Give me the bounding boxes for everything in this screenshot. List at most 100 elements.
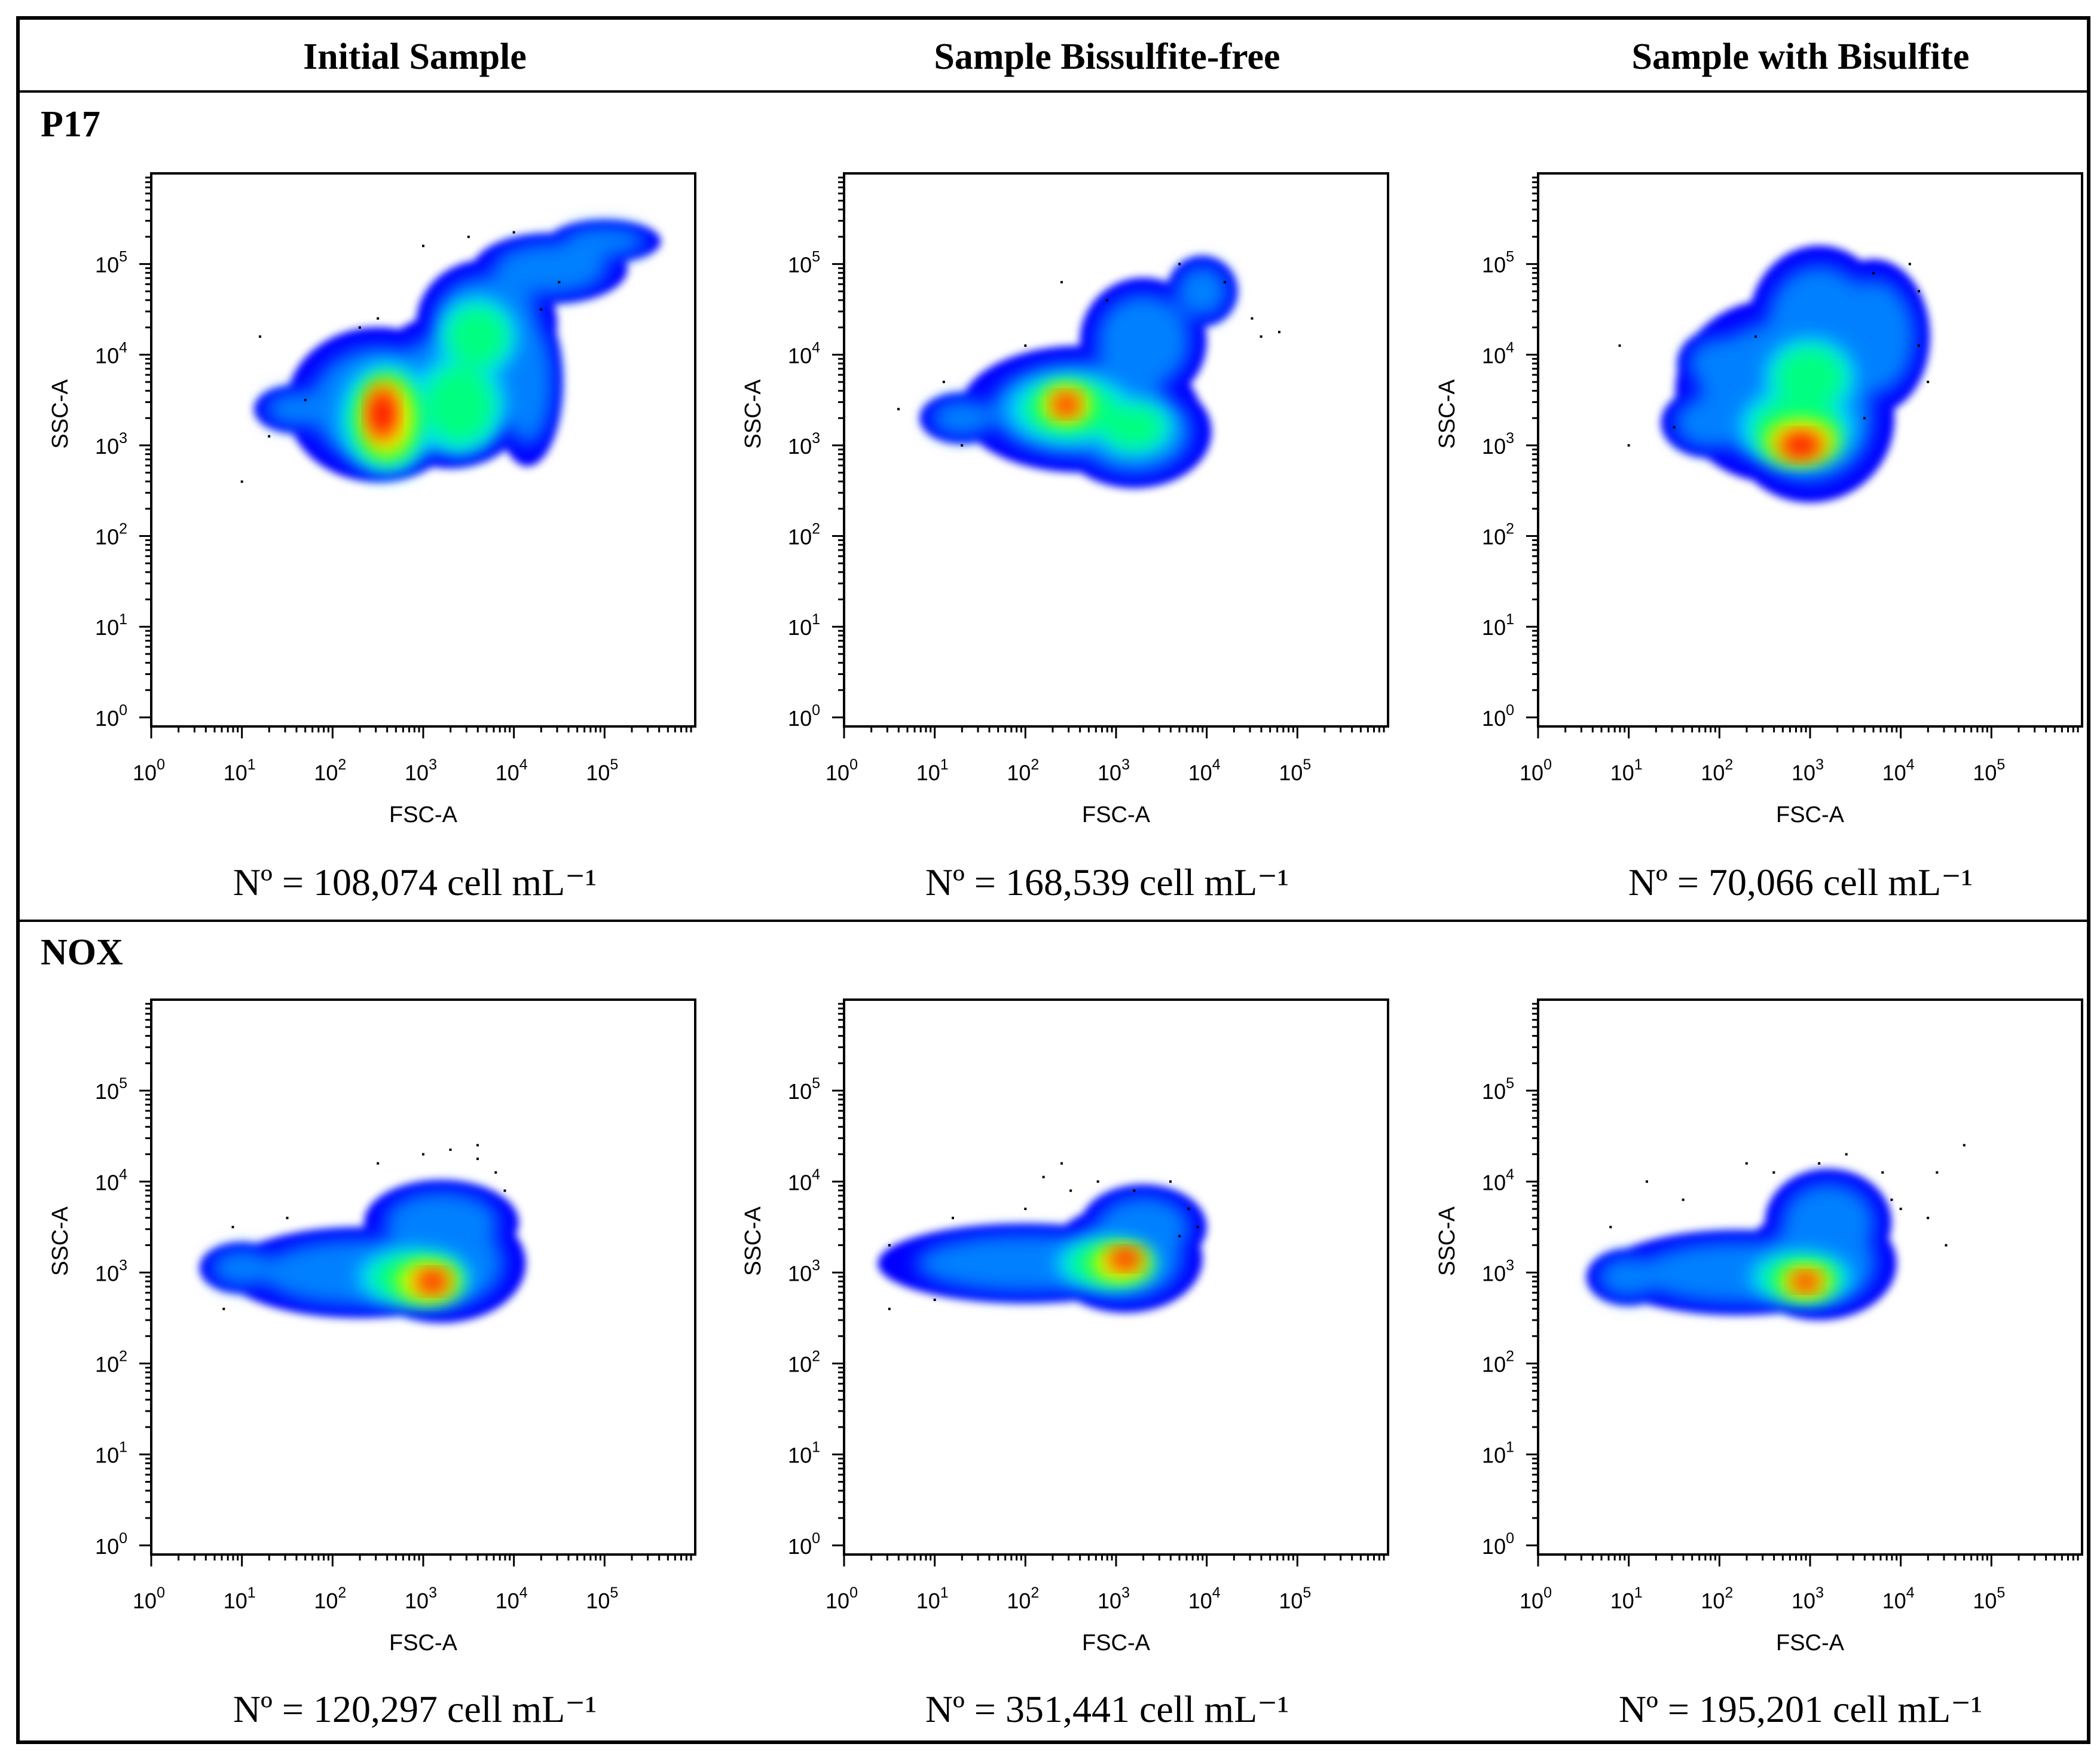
outlier-event xyxy=(1682,1198,1685,1201)
density-red-blob-layer xyxy=(1112,1251,1138,1266)
x-tick-exponent: 4 xyxy=(1212,1584,1221,1601)
x-tick-label: 104 xyxy=(1882,756,1915,785)
x-axis-label: FSC-A xyxy=(389,802,458,827)
density-cloud xyxy=(897,256,1280,488)
y-tick-label: 101 xyxy=(1482,611,1514,640)
density-cloud xyxy=(240,220,661,483)
x-tick-label: 100 xyxy=(826,756,858,785)
y-tick-label: 100 xyxy=(1482,1530,1514,1559)
x-tick-label: 102 xyxy=(1007,756,1039,785)
outlier-event xyxy=(558,280,561,283)
density-red-blob xyxy=(1056,396,1076,413)
x-tick-exponent: 2 xyxy=(338,756,346,773)
y-axis-label: SSC-A xyxy=(48,379,73,449)
cell-count-label: Nº = 70,066 cell mL⁻¹ xyxy=(1628,861,1973,903)
density-green-blob xyxy=(447,306,508,367)
x-tick-exponent: 3 xyxy=(1121,1584,1130,1601)
x-tick-label: 103 xyxy=(1098,1584,1130,1613)
density-red-blob xyxy=(1795,1275,1817,1288)
outlier-event xyxy=(377,317,380,320)
y-tick-exponent: 5 xyxy=(812,1075,820,1092)
y-tick-exponent: 3 xyxy=(1506,1257,1514,1274)
outlier-event xyxy=(942,380,945,383)
y-tick-exponent: 0 xyxy=(119,702,127,719)
density-red-blob xyxy=(1784,435,1818,456)
x-tick-label: 105 xyxy=(1973,756,2005,785)
density-mid-blob xyxy=(930,399,994,437)
x-tick-label: 103 xyxy=(1098,756,1130,785)
density-red-blob-layer xyxy=(372,393,393,434)
y-tick-label: 100 xyxy=(1482,702,1514,731)
outlier-event xyxy=(422,1153,424,1156)
cell-count-label: Nº = 195,201 cell mL⁻¹ xyxy=(1619,1688,1982,1730)
y-axis-label: SSC-A xyxy=(741,1206,766,1276)
density-mid-blob xyxy=(384,1191,499,1254)
y-axis-label: SSC-A xyxy=(1435,1206,1460,1276)
y-tick-label: 102 xyxy=(788,1348,820,1377)
x-tick-exponent: 0 xyxy=(157,756,165,773)
y-tick-label: 104 xyxy=(1482,339,1514,368)
x-tick-exponent: 4 xyxy=(1906,1584,1915,1601)
y-tick-exponent: 2 xyxy=(119,1348,127,1365)
y-tick-exponent: 3 xyxy=(119,430,127,447)
y-tick-exponent: 3 xyxy=(1506,430,1514,447)
outlier-event xyxy=(1754,335,1757,338)
density-mid-blob xyxy=(493,242,608,295)
outlier-event xyxy=(1024,344,1027,347)
outlier-event xyxy=(1646,1180,1648,1183)
x-tick-label: 101 xyxy=(224,1584,256,1613)
outlier-event xyxy=(231,1226,234,1229)
x-tick-label: 102 xyxy=(1701,756,1733,785)
y-tick-exponent: 5 xyxy=(119,1075,127,1092)
y-tick-label: 105 xyxy=(95,1075,127,1104)
x-tick-exponent: 4 xyxy=(519,1584,528,1601)
outlier-event xyxy=(377,1162,380,1165)
outlier-event xyxy=(1105,299,1108,302)
x-tick-exponent: 0 xyxy=(849,756,858,773)
x-axis-label: FSC-A xyxy=(1776,1630,1845,1656)
row-label-nox: NOX xyxy=(41,932,123,973)
outlier-event xyxy=(1187,1207,1190,1210)
axis-ticks xyxy=(139,176,692,738)
plot-panel-3: 100100101101102102103103104104105105FSC-… xyxy=(48,998,696,1730)
y-tick-label: 100 xyxy=(788,1530,820,1559)
outlier-event xyxy=(1899,1207,1902,1210)
y-tick-exponent: 3 xyxy=(119,1257,127,1274)
outlier-event xyxy=(1936,1171,1939,1174)
density-red-blob-layer xyxy=(1784,435,1818,456)
y-tick-label: 101 xyxy=(95,611,127,640)
outlier-event xyxy=(1863,417,1866,420)
x-tick-label: 105 xyxy=(586,756,618,785)
density-green-blob xyxy=(1104,405,1164,449)
outlier-event xyxy=(1196,1226,1199,1229)
y-tick-label: 105 xyxy=(1482,1075,1514,1104)
y-tick-exponent: 0 xyxy=(1506,702,1514,719)
x-tick-label: 102 xyxy=(314,1584,346,1613)
outlier-event xyxy=(1069,1189,1072,1192)
y-tick-label: 103 xyxy=(95,430,127,459)
y-tick-label: 104 xyxy=(95,1166,127,1195)
y-tick-exponent: 4 xyxy=(812,339,820,356)
outlier-event xyxy=(222,1308,225,1311)
outlier-event xyxy=(476,1144,479,1147)
density-cloud xyxy=(200,1144,526,1323)
y-tick-exponent: 0 xyxy=(1506,1530,1514,1547)
x-tick-label: 100 xyxy=(133,756,165,785)
x-tick-exponent: 0 xyxy=(849,1584,858,1601)
y-tick-exponent: 2 xyxy=(812,521,820,538)
outlier-event xyxy=(1745,1162,1748,1165)
y-tick-exponent: 5 xyxy=(1506,249,1514,265)
y-tick-label: 103 xyxy=(1482,430,1514,459)
y-tick-label: 104 xyxy=(788,339,820,368)
x-tick-exponent: 5 xyxy=(1303,1584,1311,1601)
x-tick-exponent: 2 xyxy=(1031,1584,1039,1601)
axis-ticks xyxy=(1526,176,2079,738)
axis-ticks xyxy=(139,1003,692,1566)
x-tick-exponent: 5 xyxy=(1997,1584,2005,1601)
cell-count-label: Nº = 120,297 cell mL⁻¹ xyxy=(233,1688,597,1730)
x-tick-label: 105 xyxy=(1973,1584,2005,1613)
column-header-initial-sample: Initial Sample xyxy=(303,36,527,77)
y-tick-exponent: 4 xyxy=(812,1166,820,1183)
outlier-event xyxy=(961,444,964,447)
y-tick-exponent: 3 xyxy=(812,1257,820,1274)
